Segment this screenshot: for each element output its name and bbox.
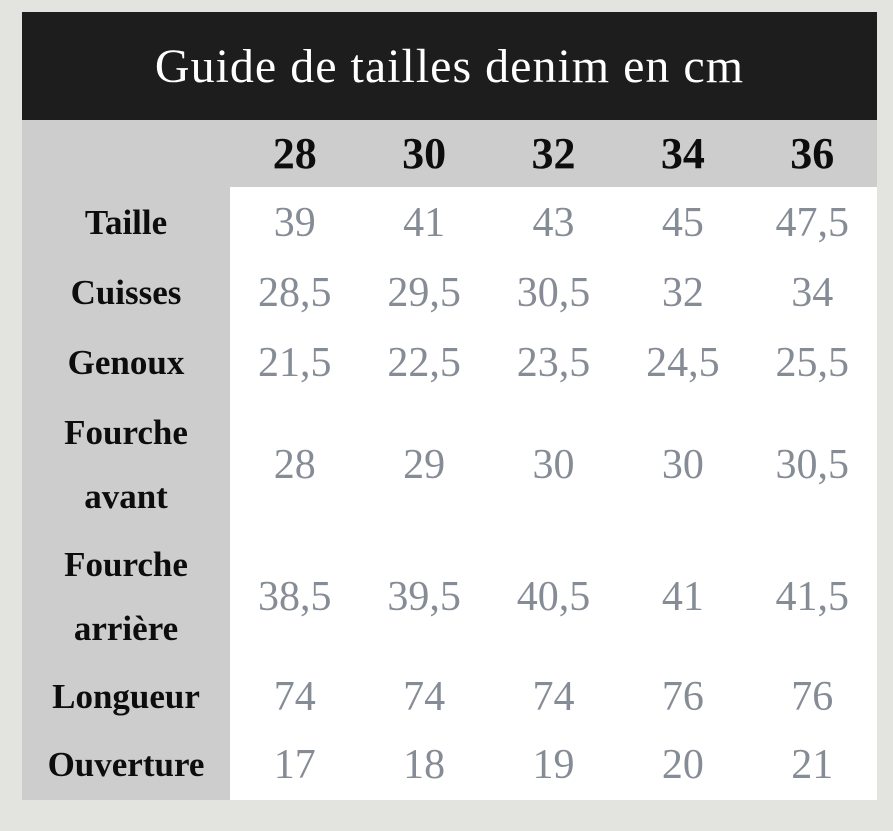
table-cell: 76 [618,663,748,730]
row-label-fourche-arriere: Fourche arrière [22,531,230,663]
table-cell: 18 [359,730,489,800]
table-cell: 17 [230,730,360,800]
table-cell: 74 [359,663,489,730]
row-label-fourche-avant: Fourche avant [22,398,230,531]
table-cell: 21 [747,730,877,800]
table-cell: 28,5 [230,258,360,328]
table-cell: 43 [488,187,619,258]
table-cell: 40,5 [488,531,619,663]
table-cell: 32 [618,258,748,328]
row-label-ouverture: Ouverture [22,730,230,800]
size-column-header-32: 32 [488,120,619,187]
size-column-header-34: 34 [618,120,748,187]
table-cell: 24,5 [618,328,748,398]
table-cell: 76 [747,663,877,730]
size-column-header-30: 30 [359,120,489,187]
table-cell: 41 [359,187,489,258]
table-cell: 34 [747,258,877,328]
table-cell: 30 [618,398,748,531]
table-cell: 41 [618,531,748,663]
table-cell: 47,5 [747,187,877,258]
size-column-header-28: 28 [230,120,360,187]
table-cell: 30,5 [488,258,619,328]
table-cell: 74 [230,663,360,730]
row-label-genoux: Genoux [22,328,230,398]
size-guide-table: Guide de tailles denim en cm 28 30 32 34… [22,12,877,800]
table-cell: 29,5 [359,258,489,328]
table-cell: 25,5 [747,328,877,398]
table-cell: 39 [230,187,360,258]
table-cell: 30,5 [747,398,877,531]
table-cell: 39,5 [359,531,489,663]
row-label-taille: Taille [22,187,230,258]
table-cell: 30 [488,398,619,531]
row-label-cuisses: Cuisses [22,258,230,328]
table-cell: 29 [359,398,489,531]
size-grid: 28 30 32 34 36 Taille 39 41 43 45 47,5 C… [22,120,877,800]
table-cell: 38,5 [230,531,360,663]
table-cell: 41,5 [747,531,877,663]
table-cell: 22,5 [359,328,489,398]
size-column-header-36: 36 [747,120,877,187]
table-cell: 23,5 [488,328,619,398]
title-bar: Guide de tailles denim en cm [22,12,877,120]
table-cell: 19 [488,730,619,800]
table-cell: 21,5 [230,328,360,398]
table-cell: 74 [488,663,619,730]
page-title: Guide de tailles denim en cm [154,39,745,93]
table-cell: 28 [230,398,360,531]
table-cell: 20 [618,730,748,800]
row-label-longueur: Longueur [22,663,230,730]
corner-cell [22,120,230,187]
table-cell: 45 [618,187,748,258]
